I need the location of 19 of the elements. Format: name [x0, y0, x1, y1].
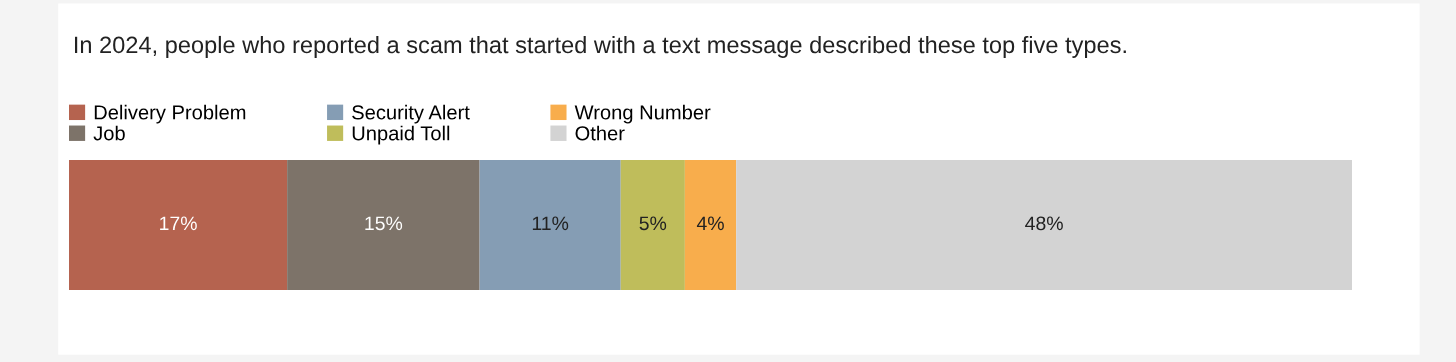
data-label: 5%	[639, 216, 667, 231]
bar	[684, 160, 737, 290]
legend-label: Unpaid Toll	[352, 125, 450, 145]
chart-title: In 2024, people who reported a scam that started with a text message described these top five types.	[74, 35, 1126, 58]
data-label: 15%	[365, 216, 403, 231]
data-label: 17%	[160, 216, 197, 231]
data-label: 48%	[1025, 216, 1063, 231]
bar	[69, 160, 288, 290]
legend-label: Other	[575, 125, 625, 141]
bar	[736, 160, 1353, 290]
data-label: 4%	[696, 216, 724, 231]
bar	[479, 160, 621, 290]
legend-label: Job	[93, 125, 125, 141]
bar	[620, 160, 685, 290]
legend-label: Wrong Number	[574, 104, 711, 124]
data-label: 11%	[532, 216, 569, 231]
legend-label: Delivery Problem	[94, 104, 246, 124]
bar	[287, 160, 480, 290]
legend-label: Security Alert	[352, 104, 470, 124]
